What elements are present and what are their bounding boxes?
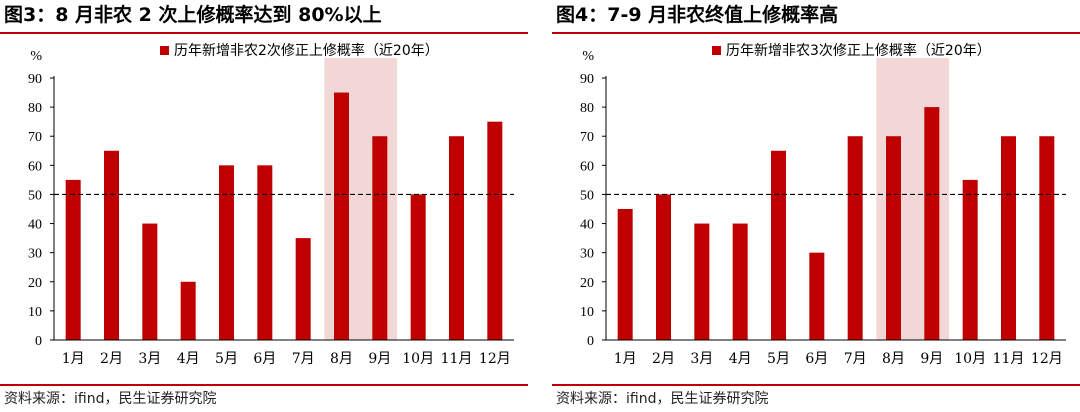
y-unit-label: %	[582, 49, 594, 64]
x-tick-label: 9月	[368, 351, 391, 367]
bar	[65, 179, 81, 340]
x-tick-label: 5月	[215, 351, 238, 367]
x-tick-label: 11月	[993, 351, 1025, 367]
x-tick-label: 7月	[844, 351, 867, 367]
x-tick-label: 8月	[882, 351, 905, 367]
y-tick-label: 60	[580, 159, 594, 174]
x-tick-label: 12月	[479, 351, 511, 367]
y-tick-label: 40	[28, 218, 42, 233]
y-tick-label: 10	[28, 305, 42, 320]
y-tick-label: 20	[580, 276, 594, 291]
source-note: 资料来源：ifind，民生证券研究院	[556, 391, 769, 407]
y-tick-label: 0	[35, 334, 42, 349]
bar	[219, 165, 234, 340]
y-tick-label: 90	[28, 72, 42, 87]
x-tick-label: 2月	[652, 351, 675, 367]
y-tick-label: 30	[28, 247, 42, 262]
x-tick-label: 6月	[253, 351, 276, 367]
y-tick-label: 0	[587, 334, 594, 349]
bar	[656, 194, 671, 340]
x-tick-label: 10月	[402, 351, 434, 367]
y-tick-label: 60	[28, 159, 42, 174]
y-tick-label: 80	[580, 101, 594, 116]
source-rule	[0, 384, 528, 386]
y-tick-label: 80	[28, 101, 42, 116]
bar	[257, 165, 273, 340]
y-unit-label: %	[30, 49, 42, 64]
x-tick-label: 2月	[100, 351, 123, 367]
x-tick-label: 9月	[920, 351, 943, 367]
chart-title: 图3：8 月非农 2 次上修概率达到 80%以上	[4, 4, 382, 26]
x-tick-label: 12月	[1031, 351, 1063, 367]
x-tick-label: 10月	[954, 351, 986, 367]
bar	[449, 136, 464, 340]
x-tick-label: 7月	[292, 351, 315, 367]
y-tick-label: 30	[580, 247, 594, 262]
legend-swatch	[160, 46, 169, 55]
source-note: 资料来源：ifind，民生证券研究院	[4, 391, 217, 407]
x-tick-label: 8月	[330, 351, 353, 367]
bar	[809, 252, 825, 340]
source-rule	[552, 384, 1080, 386]
chart-panel-left: 图3：8 月非农 2 次上修概率达到 80%以上 0 10 20 30 40 50 60 70…	[0, 0, 528, 412]
bar	[617, 209, 633, 340]
bar	[1039, 136, 1055, 340]
title-rule	[552, 32, 1080, 34]
bar	[886, 136, 901, 340]
legend-label: 历年新增非农2次修正上修概率（近20年）	[174, 42, 439, 59]
bar	[410, 194, 426, 340]
bar	[847, 136, 863, 340]
x-tick-label: 3月	[138, 351, 161, 367]
bar	[180, 281, 196, 340]
y-tick-label: 90	[580, 72, 594, 87]
x-tick-label: 1月	[62, 351, 85, 367]
bar	[334, 92, 349, 340]
x-tick-label: 3月	[690, 351, 713, 367]
bar	[694, 223, 710, 340]
bar	[962, 179, 978, 340]
x-tick-label: 5月	[767, 351, 790, 367]
y-tick-label: 50	[580, 188, 594, 203]
bar-chart-right: 0 10 20 30 40 50 60 70 80 90% 1月 2月 3月 4月 5月 6月 7月 8月 9月 10…	[580, 42, 1066, 367]
bar	[487, 121, 503, 341]
x-tick-label: 4月	[729, 351, 752, 367]
legend-label: 历年新增非农3次修正上修概率（近20年）	[726, 42, 991, 59]
y-tick-label: 70	[580, 130, 594, 145]
chart-panel-right: 图4：7-9 月非农终值上修概率高 0 10 20 30 40 50 60 70 80 90% 1月…	[552, 0, 1080, 412]
bar	[771, 150, 786, 340]
legend-swatch	[712, 46, 721, 55]
x-tick-label: 1月	[614, 351, 637, 367]
bar	[732, 223, 748, 340]
bar	[1001, 136, 1016, 340]
x-tick-label: 6月	[805, 351, 828, 367]
y-tick-label: 70	[28, 130, 42, 145]
bar	[104, 150, 119, 340]
chart-title: 图4：7-9 月非农终值上修概率高	[556, 4, 839, 26]
bar	[372, 136, 388, 340]
bar	[295, 238, 311, 340]
bar	[142, 223, 158, 340]
y-tick-label: 10	[580, 305, 594, 320]
title-rule	[0, 32, 528, 34]
y-tick-label: 20	[28, 276, 42, 291]
x-tick-label: 11月	[441, 351, 473, 367]
x-tick-label: 4月	[177, 351, 200, 367]
y-tick-label: 50	[28, 188, 42, 203]
bar	[924, 107, 940, 340]
bar-chart-left: 0 10 20 30 40 50 60 70 80 90% 1月 2月 3月 4月 5月 6月 7月 8月 9月 10…	[28, 42, 514, 367]
y-tick-label: 40	[580, 218, 594, 233]
